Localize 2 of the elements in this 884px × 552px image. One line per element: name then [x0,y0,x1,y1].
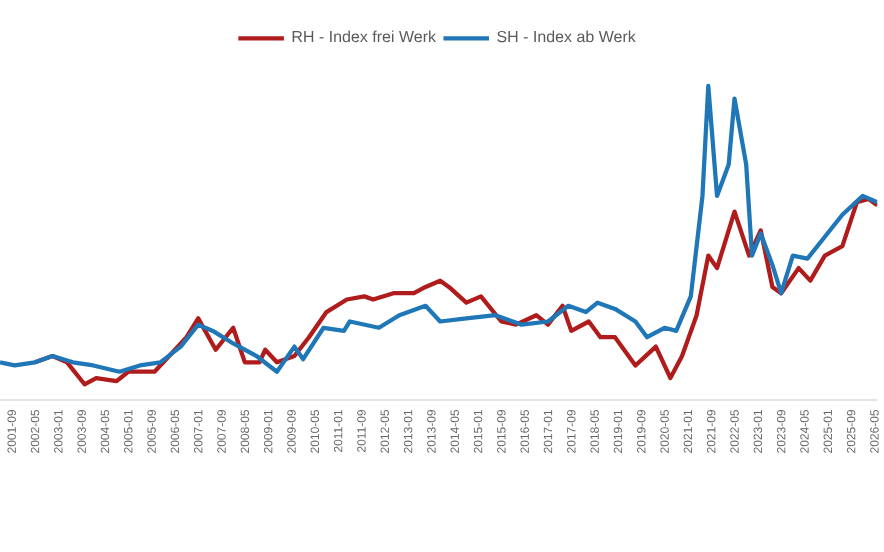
legend-label: RH - Index frei Werk [292,30,437,43]
legend-label: SH - Index ab Werk [497,30,636,43]
